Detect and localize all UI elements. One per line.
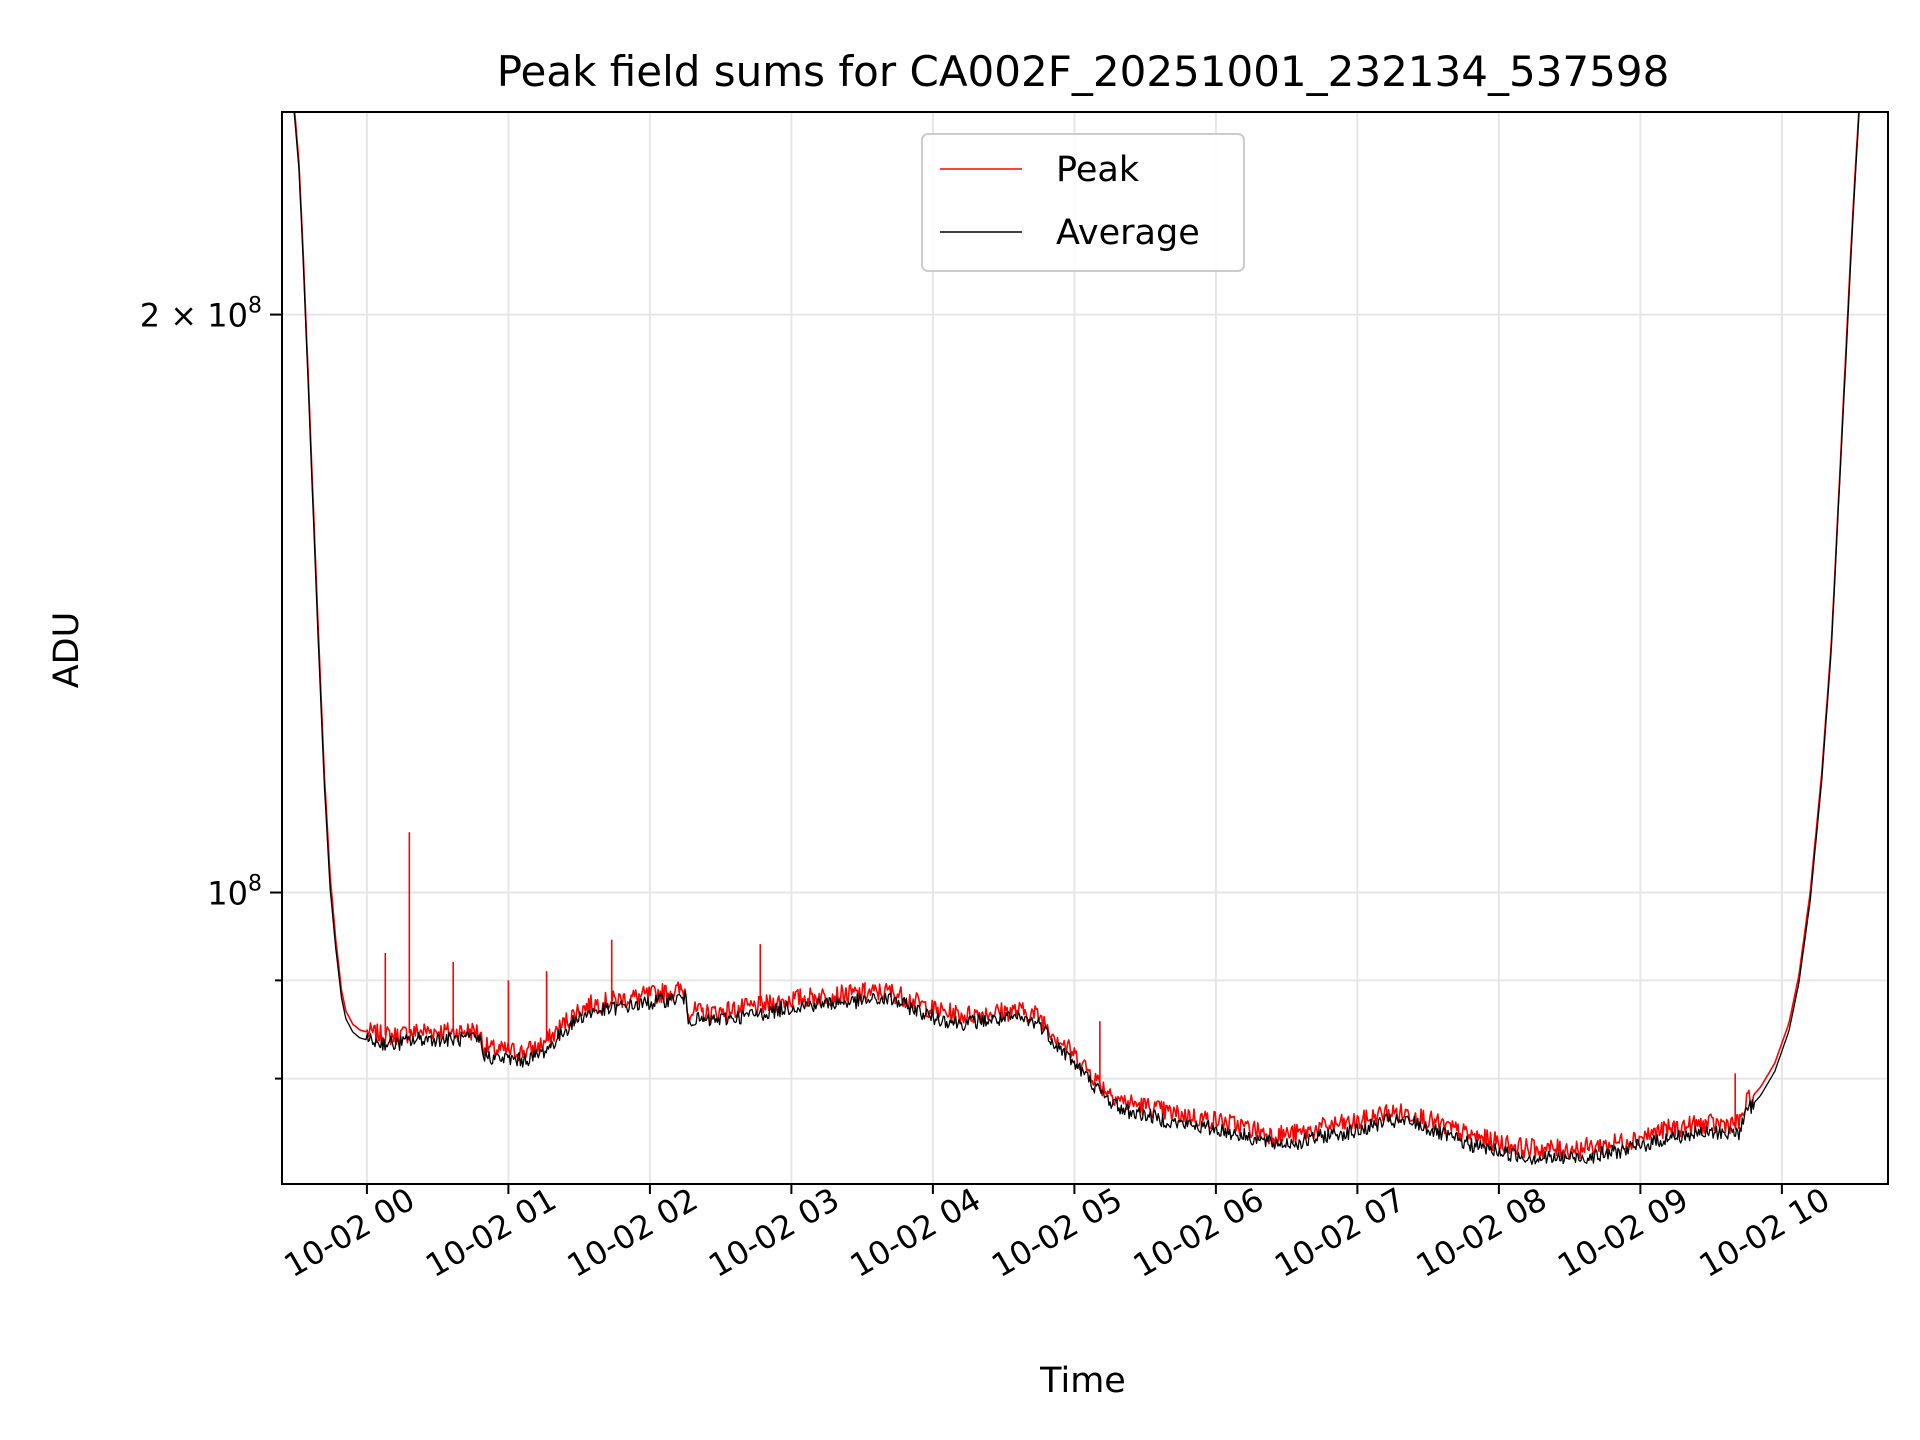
axes-frame: [281, 111, 1889, 1185]
y-axis-label: ADU: [47, 612, 87, 689]
x-axis-label: Time: [1039, 1361, 1126, 1401]
series-line-peak: [293, 112, 1860, 1159]
legend-average-label: Average: [1056, 213, 1200, 253]
legend: Peak Average: [921, 133, 1245, 272]
legend-peak-label: Peak: [1056, 150, 1140, 190]
y-tick-label: 108: [207, 872, 262, 913]
series-layer: [293, 112, 1860, 1165]
chart-title: Peak field sums for CA002F_20251001_2321…: [497, 47, 1670, 96]
y-axis: 108 2 × 108: [140, 294, 282, 1080]
grid: [282, 112, 1888, 1184]
y-tick-label: 2 × 108: [140, 294, 262, 335]
series-line-average: [293, 112, 1860, 1165]
